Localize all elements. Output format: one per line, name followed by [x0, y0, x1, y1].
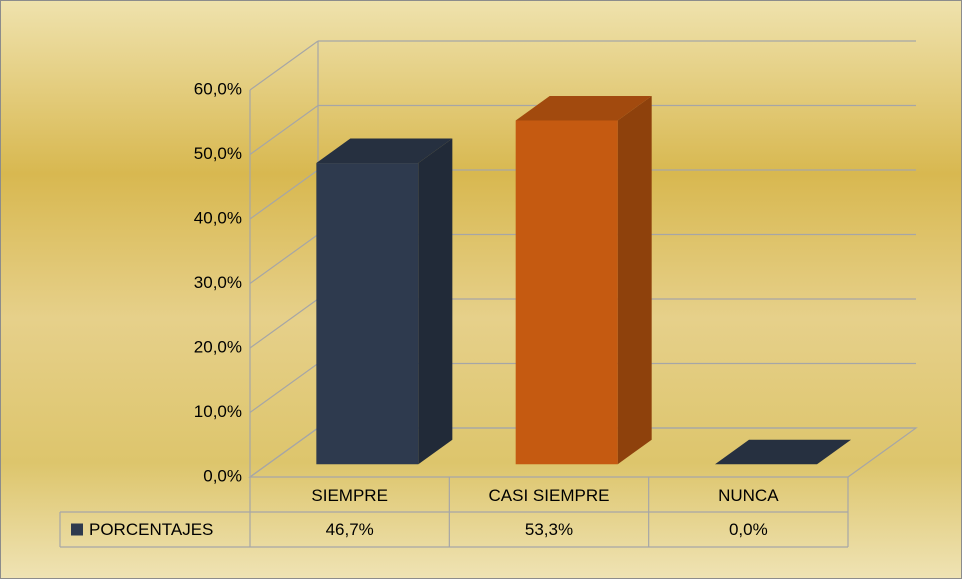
y-tick-label: 50,0% — [194, 144, 242, 163]
y-tick-label: 0,0% — [203, 466, 242, 485]
x-tick-label: CASI SIEMPRE — [489, 486, 610, 505]
grid-line — [249, 40, 319, 91]
legend-label: PORCENTAJES — [89, 520, 213, 539]
bar-top — [515, 95, 652, 121]
grid-line — [249, 298, 319, 349]
bar — [316, 138, 453, 465]
bar-front — [515, 120, 618, 465]
value-label: 0,0% — [729, 520, 768, 539]
bar — [515, 95, 652, 465]
value-label: 46,7% — [326, 520, 374, 539]
bar-top — [316, 138, 453, 164]
x-tick-label: NUNCA — [718, 486, 779, 505]
bar — [715, 439, 852, 465]
legend-key — [71, 523, 83, 536]
y-tick-label: 10,0% — [194, 402, 242, 421]
grid-line — [249, 234, 319, 284]
grid-line — [249, 169, 319, 220]
grid-line — [249, 105, 319, 155]
bar-side — [617, 95, 652, 465]
bar-top — [715, 439, 852, 465]
y-tick-label: 20,0% — [194, 337, 242, 356]
bar-side — [418, 138, 453, 465]
y-tick-label: 40,0% — [194, 208, 242, 227]
y-tick-label: 60,0% — [194, 79, 242, 98]
x-tick-label: SIEMPRE — [311, 486, 388, 505]
grid-line — [249, 363, 319, 413]
y-tick-label: 30,0% — [194, 273, 242, 292]
bar-front — [316, 163, 419, 465]
grid-line — [249, 427, 319, 478]
value-label: 53,3% — [525, 520, 573, 539]
